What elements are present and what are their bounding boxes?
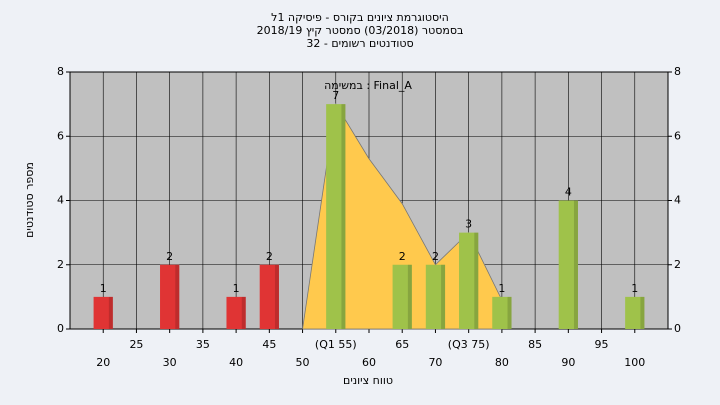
y2-tick-label: 6 — [674, 129, 681, 142]
y2-tick-label: 8 — [674, 65, 681, 78]
value-label: 2 — [266, 250, 273, 263]
x-tick-label: 65 — [395, 338, 409, 351]
bar-shade — [441, 264, 446, 329]
y2-tick-label: 0 — [674, 322, 681, 335]
x-tick-label: 80 — [495, 356, 509, 369]
x-tick-label: 45 — [262, 338, 276, 351]
bar — [226, 296, 246, 329]
bar-shade — [175, 264, 180, 329]
annotation: במשימה : Final_A — [324, 79, 412, 92]
chart-subtitle: בסמסטר (03/2018) סמסטר קיץ 2018/19 — [257, 24, 464, 37]
value-label: 7 — [332, 89, 339, 102]
value-label: 1 — [233, 282, 240, 295]
bar-shade — [341, 104, 346, 329]
value-label: 1 — [100, 282, 107, 295]
x-tick-label: 90 — [561, 356, 575, 369]
x-tick-label: 25 — [129, 338, 143, 351]
bar-shade — [108, 296, 113, 329]
y-tick-label: 6 — [57, 129, 64, 142]
x-axis-label: טווח ציונים — [343, 374, 393, 387]
bar — [326, 104, 346, 329]
value-label: 1 — [631, 282, 638, 295]
bar — [492, 296, 512, 329]
x-tick-label: (Q3 75) — [448, 338, 490, 351]
chart-title: היסטוגרמת ציונים בקורס - פיסיקה 1ל — [271, 11, 449, 24]
x-tick-label: 95 — [595, 338, 609, 351]
y-axis-label: מספר סטודנטים — [23, 162, 36, 238]
x-tick-label: 100 — [624, 356, 645, 369]
bar-shade — [640, 296, 645, 329]
bar — [625, 296, 645, 329]
bar — [259, 264, 279, 329]
value-label: 3 — [465, 218, 472, 231]
value-label: 2 — [399, 250, 406, 263]
bar-shade — [507, 296, 512, 329]
bar-shade — [474, 232, 479, 329]
x-tick-label: 70 — [428, 356, 442, 369]
bar-shade — [241, 296, 246, 329]
bar — [459, 232, 479, 329]
bar-shade — [573, 200, 578, 329]
bar-shade — [407, 264, 412, 329]
bar — [558, 200, 578, 329]
bar — [160, 264, 180, 329]
y2-tick-label: 2 — [674, 258, 681, 271]
bar — [425, 264, 446, 329]
bar — [392, 264, 412, 329]
y-tick-label: 0 — [57, 322, 64, 335]
x-tick-label: (Q1 55) — [315, 338, 357, 351]
x-tick-label: 50 — [296, 356, 310, 369]
value-label: 1 — [498, 282, 505, 295]
y-tick-label: 4 — [57, 194, 64, 207]
chart-subtitle: סטודנטים רשומים - 32 — [306, 37, 413, 50]
x-tick-label: 60 — [362, 356, 376, 369]
y-tick-label: 2 — [57, 258, 64, 271]
bar-shade — [274, 264, 279, 329]
value-label: 4 — [565, 186, 572, 199]
x-tick-label: 30 — [163, 356, 177, 369]
y2-tick-label: 4 — [674, 194, 681, 207]
x-tick-label: 85 — [528, 338, 542, 351]
value-label: 2 — [166, 250, 173, 263]
x-tick-label: 40 — [229, 356, 243, 369]
x-tick-label: 20 — [96, 356, 110, 369]
value-label: 2 — [432, 250, 439, 263]
y-tick-label: 8 — [57, 65, 64, 78]
bar — [93, 296, 113, 329]
x-tick-label: 35 — [196, 338, 210, 351]
